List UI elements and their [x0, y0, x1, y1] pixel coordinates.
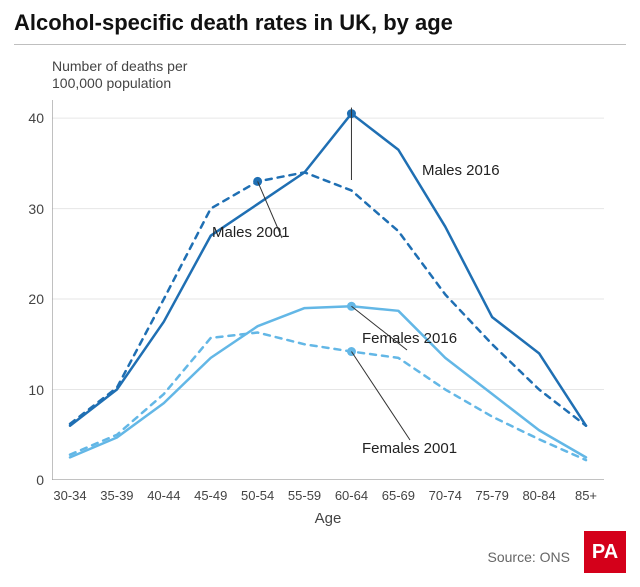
x-tick-label: 45-49 [194, 488, 227, 503]
x-tick-label: 30-34 [53, 488, 86, 503]
x-tick-label: 65-69 [382, 488, 415, 503]
series-label-females2001: Females 2001 [362, 440, 457, 457]
x-tick-label: 70-74 [429, 488, 462, 503]
pa-badge: PA [584, 531, 626, 573]
series-label-males2016: Males 2016 [422, 162, 500, 179]
x-tick-label: 40-44 [147, 488, 180, 503]
x-tick-label: 75-79 [476, 488, 509, 503]
x-tick-label: 55-59 [288, 488, 321, 503]
x-tick-label: 50-54 [241, 488, 274, 503]
series-label-females2016: Females 2016 [362, 330, 457, 347]
y-tick-label: 40 [18, 110, 44, 126]
y-tick-label: 30 [18, 201, 44, 217]
pa-badge-text: PA [592, 541, 618, 564]
chart-frame: Alcohol-specific death rates in UK, by a… [0, 0, 640, 587]
x-axis-label: Age [315, 510, 342, 527]
source-text: Source: ONS [488, 549, 570, 565]
chart-title: Alcohol-specific death rates in UK, by a… [14, 10, 453, 36]
title-rule [14, 44, 626, 45]
y-axis-caption: Number of deaths per 100,000 population [52, 58, 187, 92]
x-tick-label: 85+ [575, 488, 597, 503]
x-tick-label: 35-39 [100, 488, 133, 503]
y-tick-label: 10 [18, 382, 44, 398]
x-tick-label: 60-64 [335, 488, 368, 503]
y-tick-label: 20 [18, 291, 44, 307]
chart-plot [52, 100, 604, 480]
x-tick-label: 80-84 [522, 488, 555, 503]
y-tick-label: 0 [18, 472, 44, 488]
series-label-males2001: Males 2001 [212, 224, 290, 241]
